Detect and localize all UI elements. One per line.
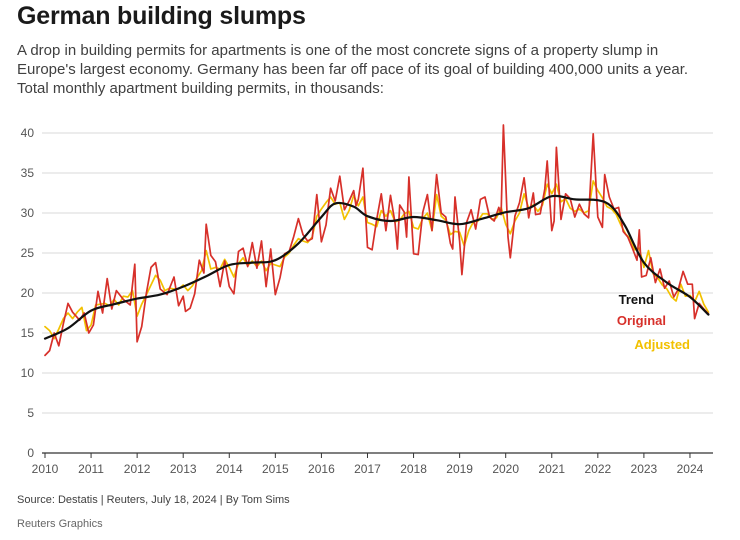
x-axis-ticks: 2010 2011 2012 2013 2014 2015 2016 2017 2018 2019…: [32, 453, 704, 476]
series-lines: [43, 124, 710, 357]
x-tick-label: 2013: [170, 462, 197, 476]
y-tick-label: 40: [21, 126, 35, 140]
source-note: Source: Destatis | Reuters, July 18, 202…: [17, 494, 290, 506]
x-tick-label: 2012: [124, 462, 151, 476]
x-tick-label: 2019: [446, 462, 473, 476]
legend-trend-label: Trend: [619, 292, 654, 307]
x-tick-label: 2024: [677, 462, 704, 476]
y-tick-label: 5: [27, 406, 34, 420]
y-tick-label: 30: [21, 206, 35, 220]
x-tick-label: 2010: [32, 462, 59, 476]
x-tick-label: 2018: [400, 462, 427, 476]
x-tick-label: 2017: [354, 462, 381, 476]
x-tick-label: 2015: [262, 462, 289, 476]
y-axis-ticks: 0 5 10 15 20 25 30 35 40: [21, 126, 35, 460]
graphics-credit: Reuters Graphics: [17, 518, 103, 530]
x-tick-label: 2020: [492, 462, 519, 476]
y-tick-label: 0: [27, 446, 34, 460]
y-tick-label: 10: [21, 366, 35, 380]
x-tick-label: 2016: [308, 462, 335, 476]
x-tick-label: 2021: [538, 462, 565, 476]
grid-lines: [42, 132, 713, 454]
y-tick-label: 15: [21, 326, 35, 340]
x-tick-label: 2014: [216, 462, 243, 476]
legend: Trend Original Adjusted: [617, 292, 690, 352]
x-tick-label: 2011: [78, 462, 104, 476]
series-adjusted-line: [44, 180, 710, 340]
page-title: German building slumps: [17, 2, 306, 30]
y-tick-label: 25: [21, 246, 35, 260]
y-tick-label: 35: [21, 166, 35, 180]
legend-adjusted-label: Adjusted: [634, 337, 690, 352]
x-tick-label: 2023: [631, 462, 658, 476]
series-trend-line: [43, 194, 710, 340]
y-tick-label: 20: [21, 286, 35, 300]
chart-subtitle: A drop in building permits for apartment…: [17, 42, 689, 97]
x-tick-label: 2022: [584, 462, 611, 476]
legend-original-label: Original: [617, 313, 666, 328]
series-original-line: [44, 124, 710, 357]
